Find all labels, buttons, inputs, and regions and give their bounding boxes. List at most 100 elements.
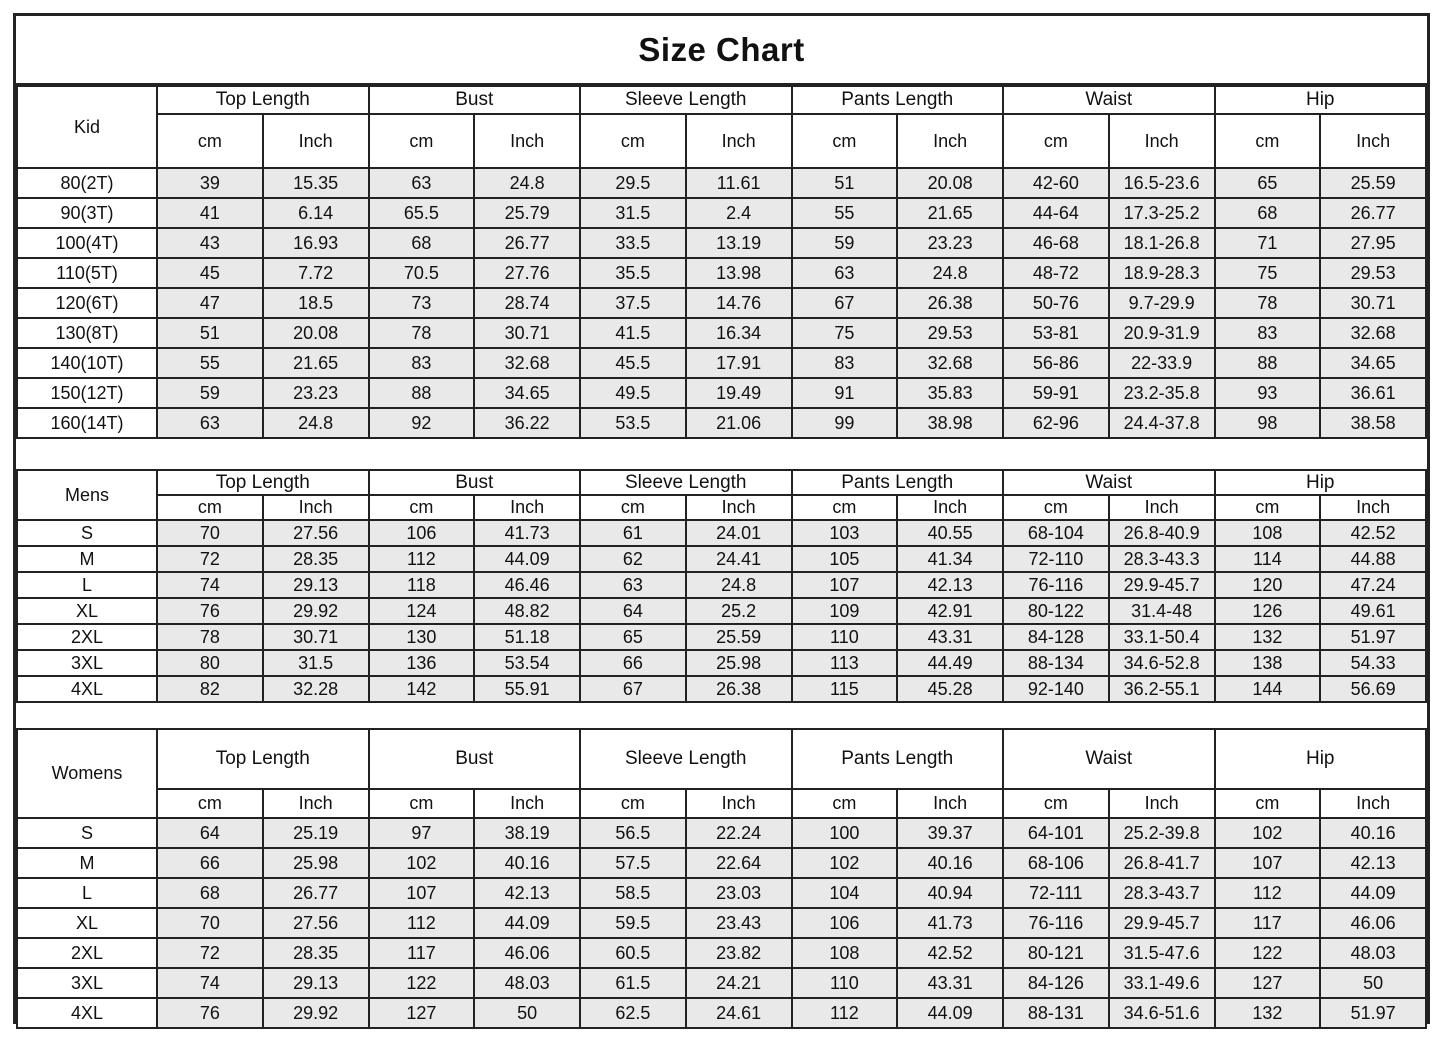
value-cell: 39 (156, 167, 264, 199)
value-cell: 62 (579, 545, 687, 573)
value-cell: 29.53 (1319, 257, 1427, 289)
size-label-cell: XL (16, 907, 158, 939)
value-cell: 47 (156, 287, 264, 319)
value-cell: 61 (579, 519, 687, 547)
value-cell: 63 (579, 571, 687, 599)
group-header: Pants Length (790, 728, 1004, 790)
value-cell: 47.24 (1319, 571, 1427, 599)
value-cell: 24.21 (684, 967, 793, 999)
value-cell: 11.61 (684, 167, 793, 199)
value-cell: 23.82 (684, 937, 793, 969)
value-cell: 44.09 (473, 907, 581, 939)
value-cell: 26.77 (473, 227, 581, 259)
value-cell: 26.38 (684, 675, 793, 703)
size-label-cell: L (16, 877, 158, 909)
value-cell: 31.5 (579, 197, 687, 229)
value-cell: 29.13 (261, 571, 370, 599)
value-cell: 63 (790, 257, 899, 289)
value-cell: 72 (156, 937, 264, 969)
group-header: Top Length (156, 85, 370, 115)
unit-header: cm (1213, 113, 1322, 169)
value-cell: 68 (367, 227, 476, 259)
value-cell: 126 (1213, 597, 1322, 625)
group-header: Sleeve Length (579, 85, 793, 115)
value-cell: 19.49 (684, 377, 793, 409)
value-cell: 106 (367, 519, 476, 547)
unit-header: Inch (1319, 788, 1427, 819)
table-row: M 72 28.35 112 44.09 62 24.41 105 41.34 72-110 28.… (16, 545, 1427, 573)
size-label-cell: 3XL (16, 649, 158, 677)
value-cell: 102 (790, 847, 899, 879)
size-label-cell: 90(3T) (16, 197, 158, 229)
value-cell: 28.3-43.3 (1107, 545, 1216, 573)
table-row: 140(10T) 55 21.65 83 32.68 45.5 17.91 83 32.68 56… (16, 347, 1427, 379)
kid-size-table: Kid Top Length Bust Sleeve Length Pants Leng… (16, 85, 1427, 439)
value-cell: 31.4-48 (1107, 597, 1216, 625)
value-cell: 113 (790, 649, 899, 677)
unit-header: cm (579, 788, 687, 819)
value-cell: 78 (367, 317, 476, 349)
value-cell: 50 (1319, 967, 1427, 999)
value-cell: 24.8 (684, 571, 793, 599)
value-cell: 29.9-45.7 (1107, 907, 1216, 939)
value-cell: 42.13 (1319, 847, 1427, 879)
table-row: 4XL 82 32.28 142 55.91 67 26.38 115 45.28 92-140 3… (16, 675, 1427, 703)
value-cell: 33.1-50.4 (1107, 623, 1216, 651)
group-header: Bust (367, 728, 581, 790)
value-cell: 67 (579, 675, 687, 703)
value-cell: 70 (156, 907, 264, 939)
value-cell: 59-91 (1002, 377, 1110, 409)
value-cell: 14.76 (684, 287, 793, 319)
size-label-cell: 3XL (16, 967, 158, 999)
value-cell: 55 (156, 347, 264, 379)
page-title: Size Chart (638, 30, 805, 68)
value-cell: 23.43 (684, 907, 793, 939)
value-cell: 108 (1213, 519, 1322, 547)
value-cell: 40.16 (896, 847, 1004, 879)
value-cell: 53.54 (473, 649, 581, 677)
unit-header: Inch (684, 113, 793, 169)
table-row: S 70 27.56 106 41.73 61 24.01 103 40.55 68-104 26.… (16, 519, 1427, 547)
size-label-cell: 4XL (16, 997, 158, 1029)
value-cell: 35.5 (579, 257, 687, 289)
value-cell: 41.34 (896, 545, 1004, 573)
value-cell: 84-126 (1002, 967, 1110, 999)
value-cell: 56.69 (1319, 675, 1427, 703)
value-cell: 43 (156, 227, 264, 259)
table-row: XL 70 27.56 112 44.09 59.5 23.43 106 41.73 76-116… (16, 907, 1427, 939)
value-cell: 23.23 (261, 377, 370, 409)
value-cell: 62-96 (1002, 407, 1110, 439)
unit-header: cm (579, 113, 687, 169)
value-cell: 124 (367, 597, 476, 625)
value-cell: 61.5 (579, 967, 687, 999)
unit-header: Inch (1319, 113, 1427, 169)
value-cell: 51.18 (473, 623, 581, 651)
value-cell: 70.5 (367, 257, 476, 289)
value-cell: 72-111 (1002, 877, 1110, 909)
value-cell: 80-122 (1002, 597, 1110, 625)
value-cell: 63 (367, 167, 476, 199)
group-header: Sleeve Length (579, 469, 793, 496)
value-cell: 44-64 (1002, 197, 1110, 229)
womens-size-table: Womens Top Length Bust Sleeve Length Pants L… (16, 728, 1427, 1029)
value-cell: 65 (1213, 167, 1322, 199)
value-cell: 18.1-26.8 (1107, 227, 1216, 259)
value-cell: 31.5 (261, 649, 370, 677)
group-header: Hip (1213, 85, 1427, 115)
value-cell: 130 (367, 623, 476, 651)
unit-header: Inch (684, 494, 793, 521)
table-row: 90(3T) 41 6.14 65.5 25.79 31.5 2.4 55 21.65 44-64… (16, 197, 1427, 229)
value-cell: 59.5 (579, 907, 687, 939)
size-label-cell: 130(8T) (16, 317, 158, 349)
value-cell: 37.5 (579, 287, 687, 319)
value-cell: 98 (1213, 407, 1322, 439)
value-cell: 59 (790, 227, 899, 259)
table-gap (16, 439, 1427, 469)
unit-header: cm (367, 788, 476, 819)
value-cell: 26.38 (896, 287, 1004, 319)
group-header: Top Length (156, 728, 370, 790)
value-cell: 41 (156, 197, 264, 229)
value-cell: 72 (156, 545, 264, 573)
table-gap (16, 703, 1427, 728)
value-cell: 21.65 (261, 347, 370, 379)
